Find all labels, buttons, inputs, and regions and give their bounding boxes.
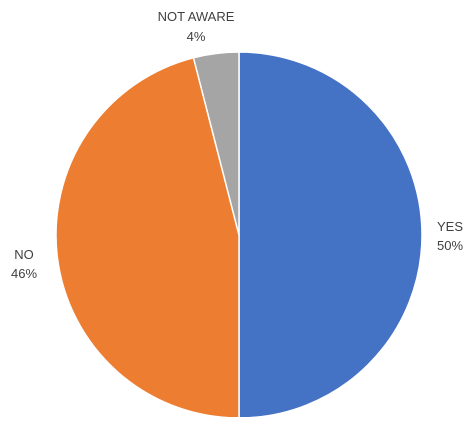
data-label-value-not-aware: 4% <box>187 29 206 44</box>
pie-slices <box>55 51 423 419</box>
data-label-category-no: NO <box>14 247 34 262</box>
data-label-category-not-aware: NOT AWARE <box>158 9 235 24</box>
data-label-value-no: 46% <box>11 266 37 281</box>
pie-slice-yes <box>238 51 423 419</box>
pie-data-labels: YES 50% NO 46% NOT AWARE 4% <box>11 9 463 281</box>
data-label-category-yes: YES <box>437 219 463 234</box>
data-label-value-yes: 50% <box>437 238 463 253</box>
pie-slice-no <box>55 56 240 419</box>
pie-slice-not-aware <box>192 51 240 236</box>
